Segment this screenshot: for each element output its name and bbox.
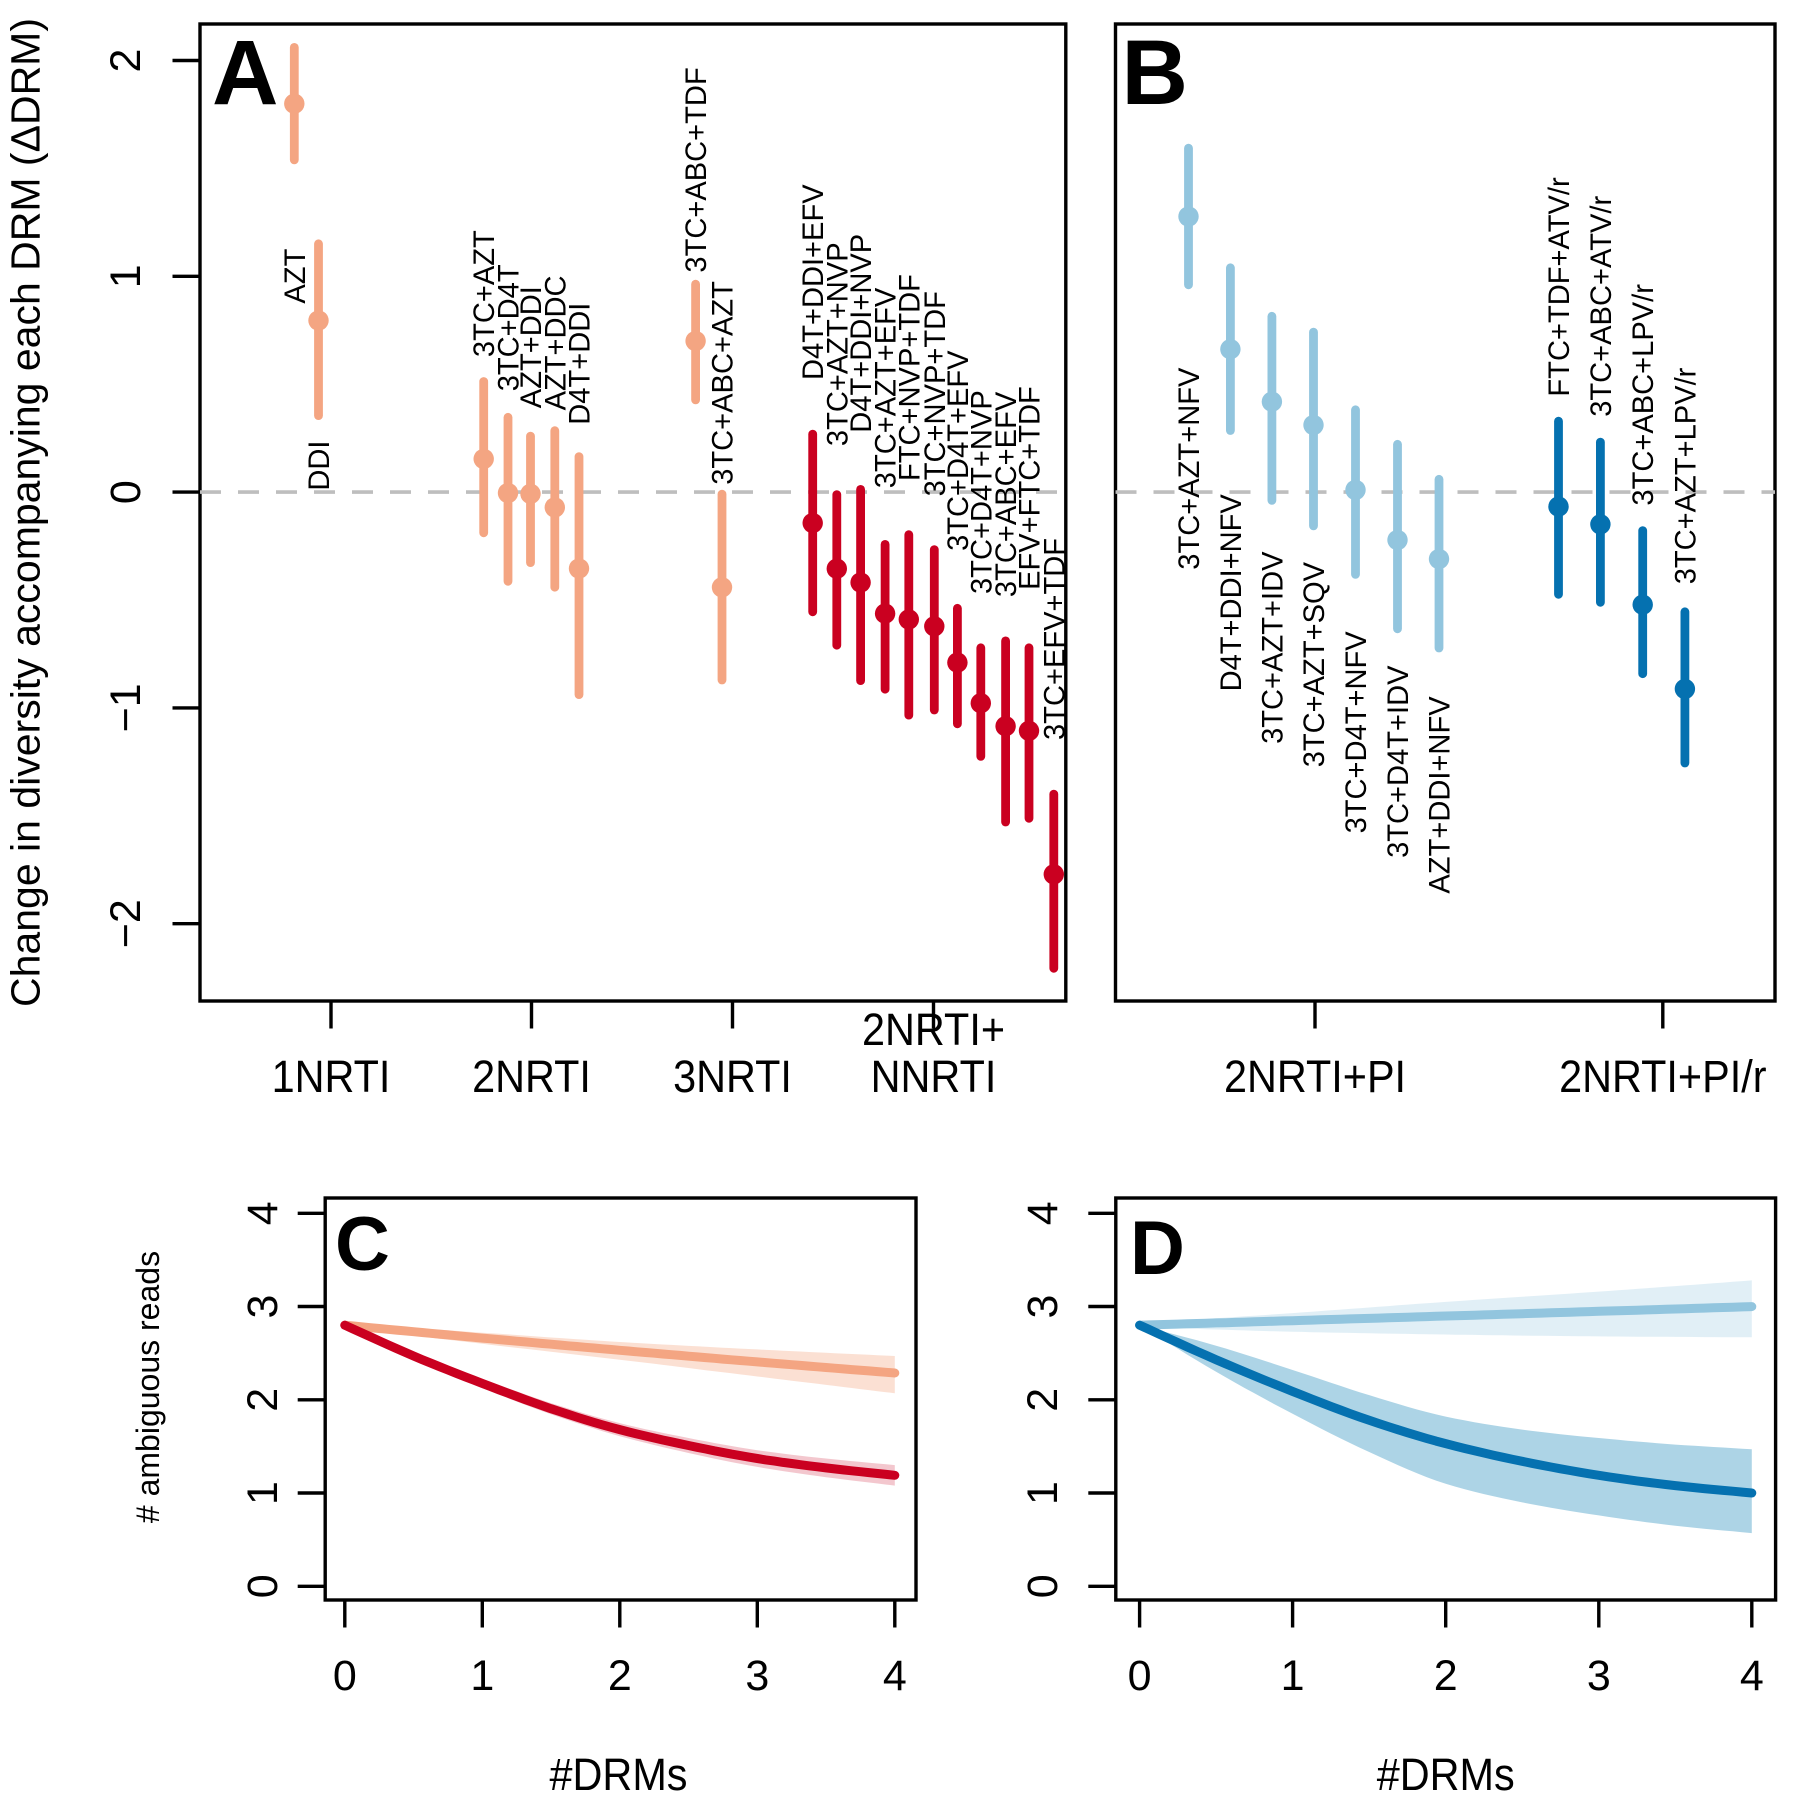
svg-text:C: C [335, 1202, 390, 1287]
svg-text:3TC+D4T: 3TC+D4T [492, 264, 525, 391]
svg-text:3TC+NVP+TDF: 3TC+NVP+TDF [918, 291, 951, 496]
svg-text:3NRTI: 3NRTI [673, 1052, 792, 1102]
svg-text:4: 4 [883, 1652, 907, 1700]
svg-text:3TC+AZT+EFV: 3TC+AZT+EFV [869, 287, 902, 488]
svg-text:3TC+AZT+NFV: 3TC+AZT+NFV [1173, 367, 1206, 569]
svg-text:3: 3 [239, 1295, 287, 1319]
svg-text:2: 2 [608, 1652, 632, 1700]
svg-text:NNRTI: NNRTI [871, 1052, 997, 1102]
svg-text:3TC+EFV+TDF: 3TC+EFV+TDF [1038, 538, 1071, 740]
svg-text:3TC+AZT+IDV: 3TC+AZT+IDV [1256, 551, 1289, 744]
svg-text:D4T+DDI+NFV: D4T+DDI+NFV [1215, 494, 1248, 692]
svg-text:2: 2 [102, 49, 150, 73]
svg-text:B: B [1122, 22, 1188, 124]
svg-text:FTC+TDF+ATV/r: FTC+TDF+ATV/r [1543, 177, 1576, 396]
svg-text:4: 4 [1740, 1652, 1764, 1700]
svg-text:AZT+DDI+NFV: AZT+DDI+NFV [1423, 696, 1456, 894]
svg-text:0: 0 [239, 1574, 287, 1598]
svg-text:3: 3 [1019, 1295, 1067, 1319]
svg-text:3TC+ABC+ATV/r: 3TC+ABC+ATV/r [1585, 196, 1618, 417]
svg-text:#DRMs: #DRMs [1377, 1750, 1515, 1800]
svg-text:D4T+DDI+NVP: D4T+DDI+NVP [845, 234, 878, 433]
svg-text:1: 1 [470, 1652, 494, 1700]
svg-text:3TC+AZT+NVP: 3TC+AZT+NVP [821, 242, 854, 446]
svg-text:2NRTI+PI: 2NRTI+PI [1224, 1052, 1406, 1102]
svg-text:3TC+AZT+LPV/r: 3TC+AZT+LPV/r [1669, 367, 1702, 584]
svg-text:Change in diversity accompanyi: Change in diversity accompanying each DR… [3, 18, 49, 1007]
svg-text:#DRMs: #DRMs [549, 1750, 687, 1800]
svg-text:3TC+D4T+NVP: 3TC+D4T+NVP [965, 390, 998, 594]
svg-text:3TC+ABC+EFV: 3TC+ABC+EFV [990, 391, 1023, 597]
svg-text:D: D [1130, 1206, 1185, 1291]
svg-text:0: 0 [1128, 1652, 1152, 1700]
svg-text:0: 0 [333, 1652, 357, 1700]
svg-text:3TC+D4T+NFV: 3TC+D4T+NFV [1340, 631, 1373, 833]
svg-text:2: 2 [1434, 1652, 1458, 1700]
svg-text:3: 3 [1587, 1652, 1611, 1700]
svg-text:3TC+D4T+IDV: 3TC+D4T+IDV [1382, 665, 1415, 858]
svg-text:AZT: AZT [278, 249, 311, 304]
svg-text:3TC+AZT+SQV: 3TC+AZT+SQV [1298, 562, 1331, 768]
svg-text:−1: −1 [102, 683, 150, 732]
svg-text:1: 1 [239, 1481, 287, 1505]
svg-text:D4T+DDI+EFV: D4T+DDI+EFV [797, 184, 830, 380]
svg-text:3TC+ABC+TDF: 3TC+ABC+TDF [680, 67, 713, 272]
svg-text:1NRTI: 1NRTI [272, 1052, 391, 1102]
svg-text:1: 1 [1281, 1652, 1305, 1700]
svg-text:0: 0 [1019, 1574, 1067, 1598]
svg-text:2NRTI+: 2NRTI+ [862, 1005, 1005, 1055]
svg-text:1: 1 [102, 264, 150, 288]
svg-text:2: 2 [1019, 1388, 1067, 1412]
svg-text:EFV+FTC+TDF: EFV+FTC+TDF [1013, 386, 1046, 590]
svg-text:4: 4 [239, 1201, 287, 1225]
svg-text:3TC+ABC+AZT: 3TC+ABC+AZT [706, 281, 739, 485]
svg-text:1: 1 [1019, 1481, 1067, 1505]
svg-text:3: 3 [745, 1652, 769, 1700]
svg-text:3TC+D4T+EFV: 3TC+D4T+EFV [942, 350, 975, 551]
svg-text:DDI: DDI [303, 440, 336, 490]
svg-text:AZT+DDC: AZT+DDC [539, 275, 572, 410]
svg-text:−2: −2 [102, 899, 150, 948]
svg-text:3TC+AZT: 3TC+AZT [468, 230, 501, 357]
svg-text:2: 2 [239, 1388, 287, 1412]
svg-text:FTC+NVP+TDF: FTC+NVP+TDF [893, 274, 926, 481]
svg-text:D4T+DDI: D4T+DDI [563, 303, 596, 425]
svg-text:# ambiguous reads: # ambiguous reads [130, 1251, 166, 1523]
svg-text:0: 0 [102, 480, 150, 504]
svg-text:2NRTI: 2NRTI [472, 1052, 591, 1102]
svg-text:AZT+DDI: AZT+DDI [515, 286, 548, 408]
svg-text:3TC+ABC+LPV/r: 3TC+ABC+LPV/r [1627, 284, 1660, 506]
svg-text:4: 4 [1019, 1201, 1067, 1225]
svg-text:A: A [212, 22, 278, 124]
svg-text:2NRTI+PI/r: 2NRTI+PI/r [1559, 1052, 1766, 1102]
